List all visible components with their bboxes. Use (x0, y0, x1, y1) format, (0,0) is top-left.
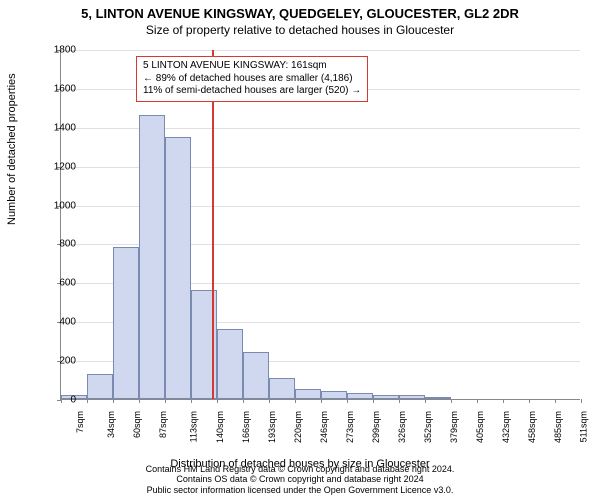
x-tick-label: 34sqm (106, 411, 116, 438)
grid-line (61, 50, 580, 51)
y-tick-label: 1400 (46, 122, 76, 133)
histogram-bar (347, 393, 373, 399)
x-tick-label: 246sqm (319, 411, 329, 443)
x-tick-label: 511sqm (578, 411, 588, 442)
x-tick-label: 60sqm (132, 411, 142, 438)
y-tick-label: 200 (46, 356, 76, 367)
histogram-plot: 5 LINTON AVENUE KINGSWAY: 161sqm← 89% of… (60, 50, 580, 400)
x-tick-label: 140sqm (215, 411, 225, 443)
histogram-bar (373, 395, 399, 399)
y-tick-label: 1800 (46, 45, 76, 56)
y-tick-label: 800 (46, 239, 76, 250)
annotation-box: 5 LINTON AVENUE KINGSWAY: 161sqm← 89% of… (136, 56, 368, 102)
y-tick-label: 1200 (46, 161, 76, 172)
caption-line: Public sector information licensed under… (0, 485, 600, 496)
x-tick-label: 458sqm (527, 411, 537, 443)
histogram-bar (139, 115, 165, 399)
x-tick-label: 220sqm (293, 411, 303, 443)
x-tick-label: 379sqm (449, 411, 459, 443)
page-title: 5, LINTON AVENUE KINGSWAY, QUEDGELEY, GL… (0, 0, 600, 21)
histogram-bar (425, 397, 451, 399)
caption-line: Contains OS data © Crown copyright and d… (0, 474, 600, 485)
histogram-bar (269, 378, 295, 399)
histogram-bar (87, 374, 113, 399)
x-tick-label: 485sqm (553, 411, 563, 443)
marker-line (212, 50, 214, 399)
histogram-bar (165, 137, 191, 400)
histogram-bar (113, 247, 139, 399)
annotation-line: 11% of semi-detached houses are larger (… (143, 85, 361, 98)
histogram-bar (321, 391, 347, 399)
x-tick-label: 273sqm (345, 411, 355, 443)
histogram-bar (217, 329, 243, 399)
x-tick-label: 193sqm (267, 411, 277, 443)
histogram-bar (399, 395, 425, 399)
page-subtitle: Size of property relative to detached ho… (0, 21, 600, 37)
histogram-bar (243, 352, 269, 399)
y-axis-label: Number of detached properties (6, 73, 18, 225)
x-tick-label: 113sqm (188, 411, 198, 442)
caption-line: Contains HM Land Registry data © Crown c… (0, 464, 600, 475)
x-tick-label: 405sqm (475, 411, 485, 443)
y-tick-label: 1600 (46, 83, 76, 94)
x-tick-label: 7sqm (75, 411, 85, 433)
x-tick-label: 299sqm (371, 411, 381, 443)
annotation-line: ← 89% of detached houses are smaller (4,… (143, 73, 361, 86)
x-tick-label: 432sqm (501, 411, 511, 443)
annotation-line: 5 LINTON AVENUE KINGSWAY: 161sqm (143, 60, 361, 73)
histogram-bar (295, 389, 321, 399)
caption: Contains HM Land Registry data © Crown c… (0, 464, 600, 496)
y-tick-label: 600 (46, 278, 76, 289)
x-tick-label: 326sqm (397, 411, 407, 443)
x-tick-label: 166sqm (241, 411, 251, 443)
x-tick-label: 352sqm (423, 411, 433, 443)
y-tick-label: 1000 (46, 200, 76, 211)
x-tick-label: 87sqm (158, 411, 168, 438)
y-tick-label: 0 (46, 395, 76, 406)
y-tick-label: 400 (46, 317, 76, 328)
